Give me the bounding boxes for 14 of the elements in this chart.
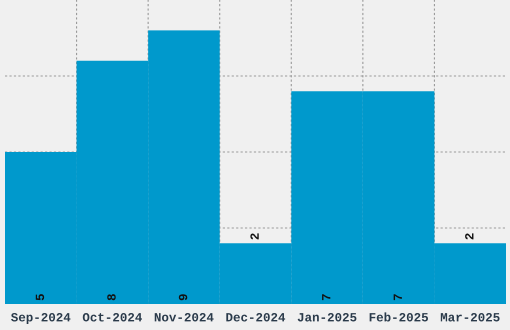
data-label: 7 bbox=[322, 294, 330, 300]
x-tick-label: Dec-2024 bbox=[226, 313, 286, 322]
x-tick-label: Sep-2024 bbox=[11, 313, 70, 324]
data-label: 8 bbox=[107, 294, 116, 300]
data-label: 7 bbox=[394, 294, 402, 300]
x-tick-label: Feb-2025 bbox=[370, 312, 428, 322]
data-label: 5 bbox=[36, 294, 44, 300]
data-label: 9 bbox=[178, 294, 188, 300]
x-tick-label: Mar-2025 bbox=[440, 313, 500, 322]
x-tick-label: Nov-2024 bbox=[154, 313, 214, 322]
x-tick-label: Jan-2025 bbox=[298, 313, 356, 322]
data-label: 2 bbox=[465, 233, 474, 240]
data-label: 2 bbox=[250, 233, 259, 240]
x-tick-label: Oct-2024 bbox=[82, 313, 142, 322]
